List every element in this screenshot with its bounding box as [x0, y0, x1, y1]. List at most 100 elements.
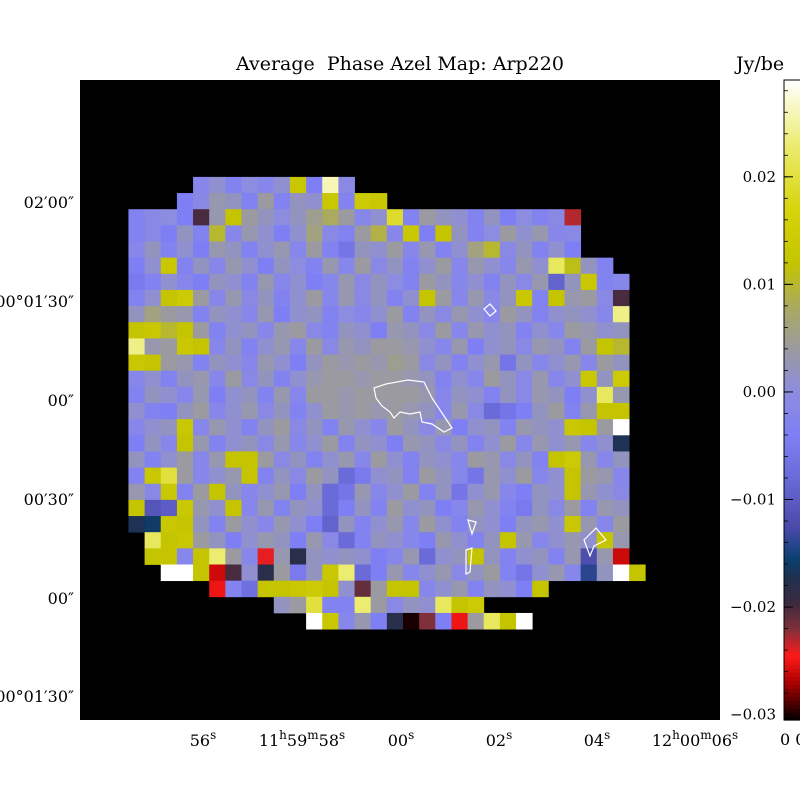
colorbar-segment	[784, 184, 800, 189]
heatmap-cell	[467, 289, 485, 307]
colorbar-segment	[784, 488, 800, 493]
colorbar-segment	[784, 684, 800, 689]
colorbar-segment	[784, 420, 800, 425]
colorbar-segment	[784, 372, 800, 377]
colorbar-ticks: 0.02 0.01 0.00 −0.01 −0.02 −0.03	[730, 90, 793, 724]
heatmap-cell	[370, 386, 388, 404]
contour-south-west-b	[465, 547, 473, 575]
heatmap-cell	[435, 612, 452, 630]
colorbar-segment	[784, 192, 800, 197]
heatmap-cell	[144, 225, 162, 242]
heatmap-cell	[225, 289, 242, 307]
heatmap-cell	[451, 322, 468, 339]
heatmap-cell	[322, 241, 339, 259]
heatmap-cell	[160, 289, 178, 307]
heatmap-cell	[322, 580, 339, 598]
heatmap-cell	[532, 370, 549, 388]
colorbar-segment	[784, 88, 800, 93]
colorbar-segment	[784, 368, 800, 373]
heatmap-cell	[128, 225, 145, 242]
heatmap-cell	[467, 580, 485, 598]
heatmap-cell	[483, 612, 501, 630]
colorbar-segment	[784, 416, 800, 421]
heatmap-cell	[209, 580, 226, 598]
heatmap-cell	[338, 612, 355, 630]
heatmap-cell	[564, 306, 582, 323]
heatmap-cell	[386, 338, 404, 355]
heatmap-cell	[451, 289, 468, 307]
heatmap-cell	[435, 322, 452, 339]
heatmap-cell	[306, 548, 323, 565]
heatmap-cell	[338, 483, 355, 501]
colorbar-segment	[784, 364, 800, 369]
heatmap-cell	[273, 338, 291, 355]
heatmap-cell	[128, 419, 145, 436]
heatmap-cell	[467, 403, 485, 420]
heatmap-cell	[370, 548, 388, 565]
colorbar-segment	[784, 572, 800, 577]
heatmap-cell	[435, 516, 452, 533]
heatmap-cell	[370, 257, 388, 275]
heatmap-cell	[580, 273, 598, 291]
heatmap-cell	[386, 241, 404, 259]
heatmap-cell	[532, 499, 549, 517]
heatmap-cell	[225, 257, 242, 275]
heatmap-cell	[322, 338, 339, 355]
heatmap-cell	[532, 516, 549, 533]
colorbar-segment	[784, 580, 800, 585]
heatmap-cell	[160, 516, 178, 533]
heatmap-cell	[516, 289, 533, 307]
heatmap-cell	[322, 386, 339, 404]
heatmap-cell	[499, 516, 517, 533]
heatmap-cell	[193, 273, 210, 291]
colorbar-segment	[784, 620, 800, 625]
heatmap-cell	[516, 467, 533, 485]
heatmap-cell	[580, 257, 598, 275]
heatmap-cell	[596, 289, 614, 307]
heatmap-cell	[160, 403, 178, 420]
heatmap-cell	[289, 354, 307, 372]
heatmap-cell	[386, 322, 404, 339]
heatmap-cell	[564, 419, 582, 436]
heatmap-cell	[370, 370, 388, 388]
heatmap-cell	[532, 532, 549, 549]
heatmap-cell	[516, 612, 533, 630]
heatmap-cell	[403, 209, 420, 226]
heatmap-cell	[257, 451, 275, 468]
heatmap-cell	[499, 564, 517, 582]
heatmap-cell	[435, 306, 452, 323]
heatmap-cell	[289, 338, 307, 355]
heatmap-cell	[257, 435, 275, 452]
heatmap-cell	[354, 370, 372, 388]
heatmap-cell	[176, 322, 194, 339]
heatmap-cell	[516, 225, 533, 242]
y-tick-label: 00″	[48, 589, 74, 608]
heatmap-cell	[257, 467, 275, 485]
heatmap-cell	[483, 483, 501, 501]
heatmap-cell	[612, 338, 630, 355]
heatmap-cell	[580, 403, 598, 420]
heatmap-cell	[241, 580, 259, 598]
heatmap-cell	[241, 225, 259, 242]
colorbar-segment	[784, 444, 800, 449]
heatmap-cell	[257, 225, 275, 242]
colorbar-segment	[784, 348, 800, 353]
heatmap-cell	[532, 580, 549, 598]
heatmap-cell	[257, 257, 275, 275]
colorbar	[784, 80, 800, 721]
heatmap-cell	[451, 225, 468, 242]
heatmap-cell	[596, 306, 614, 323]
heatmap-cell	[338, 580, 355, 598]
heatmap-cell	[596, 370, 614, 388]
heatmap-cell	[419, 467, 436, 485]
heatmap-cell	[338, 193, 355, 210]
heatmap-cell	[128, 435, 145, 452]
heatmap-cell	[467, 370, 485, 388]
heatmap-cell	[193, 483, 210, 501]
heatmap-cell	[386, 612, 404, 630]
colorbar-segment	[784, 436, 800, 441]
heatmap-cell	[144, 483, 162, 501]
heatmap-cell	[483, 467, 501, 485]
heatmap-cell	[435, 435, 452, 452]
heatmap-cell	[403, 596, 420, 614]
